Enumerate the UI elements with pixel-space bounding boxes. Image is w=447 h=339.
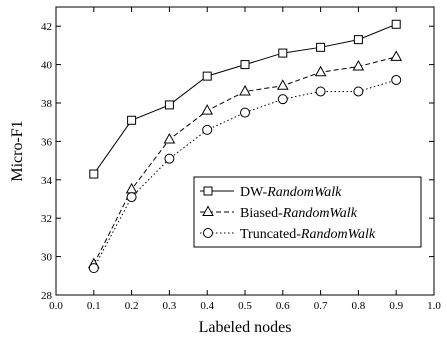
data-point: [164, 153, 175, 164]
series-3: [88, 74, 402, 274]
y-tick-label: 34: [41, 175, 53, 187]
y-tick-label: 38: [41, 98, 53, 110]
legend-entry-prefix: Truncated-: [240, 227, 301, 242]
x-tick-label: 0.4: [200, 300, 214, 312]
x-tick-label: 0.0: [49, 300, 63, 312]
data-point: [240, 107, 250, 118]
legend-marker: [203, 186, 213, 196]
legend-marker: [202, 205, 214, 216]
data-point: [127, 115, 137, 125]
y-tick-label: 32: [41, 213, 52, 225]
data-point: [239, 84, 251, 96]
data-point: [202, 71, 212, 81]
data-point: [316, 42, 326, 52]
legend-entry: Biased-RandomWalk: [240, 206, 358, 221]
x-tick-label: 0.3: [163, 300, 177, 312]
plot-frame: [55, 6, 435, 296]
data-point: [89, 169, 99, 179]
x-tick-label: 0.5: [238, 300, 252, 312]
legend: DW-RandomWalkBiased-RandomWalkTruncated-…: [193, 176, 422, 248]
data-point: [278, 48, 288, 58]
data-point: [163, 132, 176, 144]
data-point: [352, 59, 365, 71]
x-tick-label: 0.7: [314, 300, 328, 312]
legend-entry-italic: RandomWalk: [300, 227, 376, 242]
data-point: [164, 100, 174, 110]
x-tick-label: 0.9: [389, 300, 403, 312]
y-tick-label: 28: [41, 290, 53, 302]
x-tick-label: 0.1: [87, 300, 101, 312]
data-point: [126, 192, 137, 203]
data-point: [277, 94, 288, 105]
data-point: [314, 65, 327, 77]
legend-box: [193, 176, 422, 248]
data-point: [315, 86, 326, 97]
y-tick-label: 40: [41, 60, 53, 72]
data-point: [391, 19, 401, 29]
data-point: [202, 124, 213, 135]
series-1: [89, 19, 401, 179]
legend-entry-prefix: DW-: [240, 185, 268, 200]
series-line: [93, 23, 397, 175]
data-point: [88, 263, 99, 274]
y-axis-title: Micro-F1: [9, 120, 26, 181]
legend-entry-italic: RandomWalk: [282, 206, 358, 221]
axis-ticks: 0.0 0.1 0.2 0.3 0.4 0.5 0.6 0.7 0.8 0.9 1.0 28 30 32 3…: [41, 7, 441, 312]
data-point: [353, 35, 363, 45]
y-tick-label: 30: [41, 252, 53, 264]
x-tick-label: 1.0: [427, 300, 441, 312]
data-point: [391, 74, 402, 85]
legend-entry-prefix: Biased-: [240, 206, 283, 221]
data-point: [201, 104, 214, 115]
legend-entry: DW-RandomWalk: [240, 185, 342, 200]
data-point: [390, 50, 403, 61]
data-point: [276, 79, 289, 90]
x-axis-title: Labeled nodes: [199, 319, 292, 336]
x-tick-label: 0.8: [352, 300, 366, 312]
y-tick-label: 42: [41, 21, 52, 33]
legend-entry: Truncated-RandomWalk: [240, 227, 376, 242]
y-tick-label: 36: [41, 136, 53, 148]
series-layer: [87, 19, 403, 274]
x-tick-label: 0.2: [125, 300, 139, 312]
legend-entry-italic: RandomWalk: [266, 185, 342, 200]
data-point: [240, 60, 250, 70]
legend-marker: [203, 228, 213, 238]
x-tick-label: 0.6: [276, 300, 290, 312]
data-point: [353, 86, 364, 97]
